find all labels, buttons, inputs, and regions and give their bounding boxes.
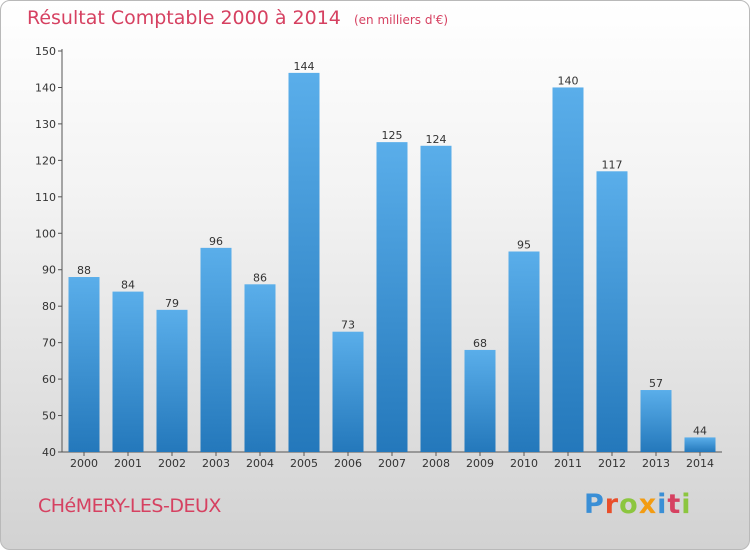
- bar: [332, 331, 364, 452]
- bar-value-label: 57: [649, 377, 663, 390]
- bar: [552, 87, 584, 453]
- bar-value-label: 86: [253, 271, 267, 284]
- bar-value-label: 144: [294, 60, 315, 73]
- x-tick-label: 2006: [334, 457, 362, 470]
- chart-subtitle: (en milliers d'€): [353, 13, 449, 27]
- bar-value-label: 79: [165, 297, 179, 310]
- x-tick-label: 2009: [466, 457, 494, 470]
- y-tick-label: 50: [42, 410, 56, 423]
- logo-letter: P: [584, 489, 605, 520]
- bar: [112, 291, 144, 452]
- y-tick-label: 100: [35, 227, 56, 240]
- y-tick-label: 120: [35, 154, 56, 167]
- x-tick-label: 2001: [114, 457, 142, 470]
- y-tick-label: 60: [42, 373, 56, 386]
- y-tick-label: 130: [35, 118, 56, 131]
- bar-value-label: 44: [693, 424, 707, 437]
- logo-letter: t: [667, 489, 682, 520]
- bar: [68, 277, 100, 452]
- proxiti-logo: Proxiti: [584, 489, 692, 520]
- bar: [376, 142, 408, 453]
- chart-title-block: Résultat Comptable 2000 à 2014 (en milli…: [27, 7, 448, 29]
- y-tick-label: 90: [42, 264, 56, 277]
- bar-value-label: 125: [382, 129, 403, 142]
- bar: [244, 284, 276, 452]
- bar: [596, 171, 628, 453]
- commune-name: CHéMERY-LES-DEUX: [38, 495, 221, 517]
- bar: [464, 349, 496, 452]
- bar-value-label: 84: [121, 279, 135, 292]
- x-tick-label: 2002: [158, 457, 186, 470]
- x-tick-label: 2007: [378, 457, 406, 470]
- bar-value-label: 88: [77, 264, 91, 277]
- x-tick-label: 2000: [70, 457, 98, 470]
- logo-letter: x: [638, 489, 658, 520]
- bar-value-label: 95: [517, 239, 531, 252]
- bar: [200, 247, 232, 452]
- x-tick-label: 2013: [642, 457, 670, 470]
- y-tick-label: 40: [42, 446, 56, 459]
- logo-letter: i: [657, 489, 668, 520]
- bar: [640, 390, 672, 452]
- logo-letter: i: [681, 489, 692, 520]
- x-tick-label: 2008: [422, 457, 450, 470]
- x-tick-label: 2011: [554, 457, 582, 470]
- y-tick-label: 140: [35, 81, 56, 94]
- y-tick-label: 70: [42, 337, 56, 350]
- bar-value-label: 117: [602, 158, 623, 171]
- y-tick-label: 150: [35, 45, 56, 58]
- logo-letter: r: [604, 489, 620, 520]
- x-tick-label: 2014: [686, 457, 714, 470]
- x-tick-label: 2005: [290, 457, 318, 470]
- x-tick-label: 2003: [202, 457, 230, 470]
- bar: [288, 72, 320, 452]
- bar-value-label: 73: [341, 319, 355, 332]
- x-tick-label: 2012: [598, 457, 626, 470]
- x-tick-label: 2010: [510, 457, 538, 470]
- bar-value-label: 124: [426, 133, 447, 146]
- logo-letter: o: [619, 489, 639, 520]
- bar: [508, 251, 540, 452]
- x-tick-label: 2004: [246, 457, 274, 470]
- bar: [156, 309, 188, 452]
- bar: [420, 145, 452, 453]
- y-tick-label: 80: [42, 300, 56, 313]
- bar-value-label: 140: [558, 74, 579, 87]
- bar: [684, 437, 716, 452]
- y-tick-label: 110: [35, 191, 56, 204]
- chart-title: Résultat Comptable 2000 à 2014: [27, 7, 341, 29]
- bar-value-label: 68: [473, 337, 487, 350]
- bar-value-label: 96: [209, 235, 223, 248]
